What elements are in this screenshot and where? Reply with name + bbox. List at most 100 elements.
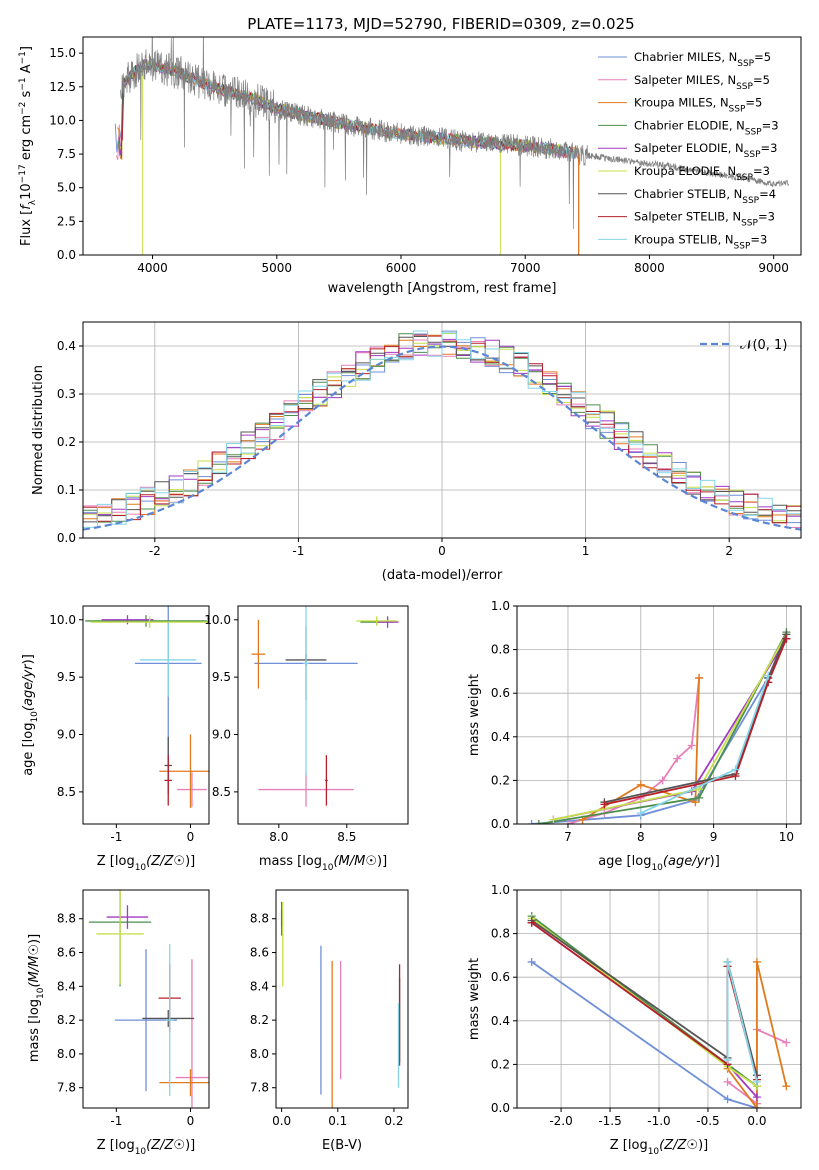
axes-frame — [82, 605, 210, 825]
y-tick-label: 9.0 — [57, 728, 76, 742]
data-point — [549, 815, 558, 824]
y-tick-label: 5.0 — [57, 181, 76, 195]
x-tick-label: 4000 — [137, 261, 168, 275]
y-tick-label: 8.5 — [212, 785, 231, 799]
y-tick-label: 2.5 — [57, 214, 76, 228]
y-tick-label: 8.4 — [250, 979, 269, 993]
y-tick-label: 0.3 — [57, 387, 76, 401]
x-tick-label: -1.5 — [598, 1114, 621, 1128]
x-tick-label: 0 — [187, 1114, 195, 1128]
z-weight-panel: -2.0 -1.5 -1.0 -0.5 0.0 0.0 0.2 0.4 0.6 0.8 1.0 Z [… — [467, 883, 802, 1157]
legend-entry: Kroupa MILES, NSSP=5 — [634, 96, 762, 115]
axes-frame — [275, 889, 409, 1109]
y-tick-label: 0.4 — [57, 339, 76, 353]
data-point — [764, 671, 773, 680]
y-axis-label: mass weight — [467, 674, 482, 756]
y-tick-label: 8.0 — [57, 1047, 76, 1061]
x-tick-label: -2.0 — [549, 1114, 572, 1128]
z-mass-panel: -1 0 7.8 8.0 8.2 8.4 8.6 8.8 Z [log10(Z/Z☉)] mass… — [27, 889, 210, 1157]
data-point — [673, 754, 682, 763]
plot-area — [83, 330, 801, 531]
mass-age-panel: 8.0 8.5 8.5 9.0 9.5 10.0 mass [log10(M/M☉)] — [204, 605, 409, 873]
y-tick-label: 7.8 — [57, 1081, 76, 1095]
x-tick-label: 0.2 — [384, 1114, 403, 1128]
axes-frame — [82, 36, 802, 256]
legend-entry: Salpeter ELODIE, NSSP=3 — [634, 141, 777, 160]
y-tick-label: 1.0 — [491, 599, 510, 613]
x-tick-label: 7 — [564, 830, 572, 844]
x-axis-label: (data-model)/error — [382, 568, 503, 583]
x-tick-label: 8.0 — [269, 830, 288, 844]
y-axis-label: Flux [fλ10−17 erg cm−2 s−1 A−1] — [18, 46, 38, 246]
y-tick-label: 0.0 — [491, 1101, 510, 1115]
y-tick-label: 9.5 — [212, 670, 231, 684]
x-tick-label: 1 — [582, 544, 590, 558]
data-point — [731, 765, 740, 774]
figure-title: PLATE=1173, MJD=52790, FIBERID=0309, z=0… — [247, 15, 634, 33]
y-tick-label: 0.2 — [57, 435, 76, 449]
x-tick-label: 8 — [637, 830, 645, 844]
axes-frame — [82, 889, 210, 1109]
y-axis-label: mass [log10(M/M☉)] — [27, 934, 46, 1062]
legend-entry: Salpeter STELIB, NSSP=3 — [634, 210, 775, 229]
data-point — [782, 1038, 791, 1047]
data-point — [695, 673, 704, 682]
x-tick-label: -2 — [149, 544, 161, 558]
x-axis-label: Z [log10(Z/Z☉)] — [97, 1138, 195, 1157]
z-age-panel: -1 0 8.5 9.0 9.5 10.0 Z [log10(Z/Z☉)] age [log1… — [21, 605, 210, 873]
data-point — [752, 1093, 761, 1102]
residual-histogram-panel: -2 -1 0 1 2 0.0 0.1 0.2 0.3 0.4 𝒩(0, 1) (data-model… — [31, 321, 802, 583]
data-point — [691, 798, 700, 807]
plot-area — [527, 628, 791, 824]
data-point — [636, 809, 645, 818]
x-axis-label: Z [log10(Z/Z☉)] — [97, 854, 195, 873]
data-point — [527, 820, 536, 824]
x-axis-label: mass [log10(M/M☉)] — [259, 854, 387, 873]
x-tick-label: -1 — [110, 1114, 122, 1128]
y-tick-label: 10.0 — [49, 613, 76, 627]
y-tick-label: 8.6 — [250, 946, 269, 960]
y-tick-label: 8.2 — [250, 1013, 269, 1027]
y-tick-label: 10.0 — [49, 113, 76, 127]
y-tick-label: 0.2 — [491, 1057, 510, 1071]
x-tick-label: 0.0 — [272, 1114, 291, 1128]
x-tick-label: 2 — [725, 544, 733, 558]
axes-frame — [516, 605, 802, 825]
data-point — [695, 793, 704, 802]
data-point — [600, 800, 609, 809]
data-point — [752, 1077, 761, 1086]
axes-frame — [237, 605, 409, 825]
y-tick-label: 8.0 — [250, 1047, 269, 1061]
y-tick-label: 8.2 — [57, 1013, 76, 1027]
y-tick-label: 12.5 — [49, 80, 76, 94]
y-tick-label: 0.2 — [491, 773, 510, 787]
x-tick-label: 8000 — [634, 261, 665, 275]
y-tick-label: 8.4 — [57, 979, 76, 993]
age-weight-panel: 7 8 9 10 0.0 0.2 0.4 0.6 0.8 1.0 age [log10(age/yr… — [467, 599, 802, 873]
histogram-kroupa-stelib — [83, 330, 801, 528]
y-tick-label: 0.0 — [57, 531, 76, 545]
y-tick-label: 0.0 — [57, 248, 76, 262]
x-tick-label: 7000 — [510, 261, 541, 275]
y-tick-label: 8.8 — [250, 912, 269, 926]
weight-series-kroupa-miles — [726, 961, 788, 1108]
legend-entry: Kroupa STELIB, NSSP=3 — [634, 232, 767, 251]
plot-area — [114, 37, 789, 255]
data-spectrum — [119, 37, 789, 230]
data-point — [636, 780, 645, 789]
y-tick-label: 0.4 — [491, 1014, 510, 1028]
data-point — [527, 918, 536, 927]
y-tick-label: 0.6 — [491, 686, 510, 700]
data-point — [752, 1104, 761, 1108]
plot-area — [85, 606, 209, 808]
plot-area — [527, 912, 791, 1108]
y-tick-label: 15.0 — [49, 46, 76, 60]
spectrum-panel: 4000 5000 6000 7000 8000 9000 0.0 2.5 5.0 7.5 10.0… — [18, 36, 802, 296]
data-point — [527, 957, 536, 966]
plot-area — [280, 901, 401, 1108]
legend-entry: Kroupa ELODIE, NSSP=3 — [634, 164, 770, 183]
y-tick-label: 0.8 — [491, 643, 510, 657]
weight-series-chabrier-miles — [531, 961, 758, 1108]
y-axis-label: age [log10(age/yr)] — [21, 654, 40, 776]
